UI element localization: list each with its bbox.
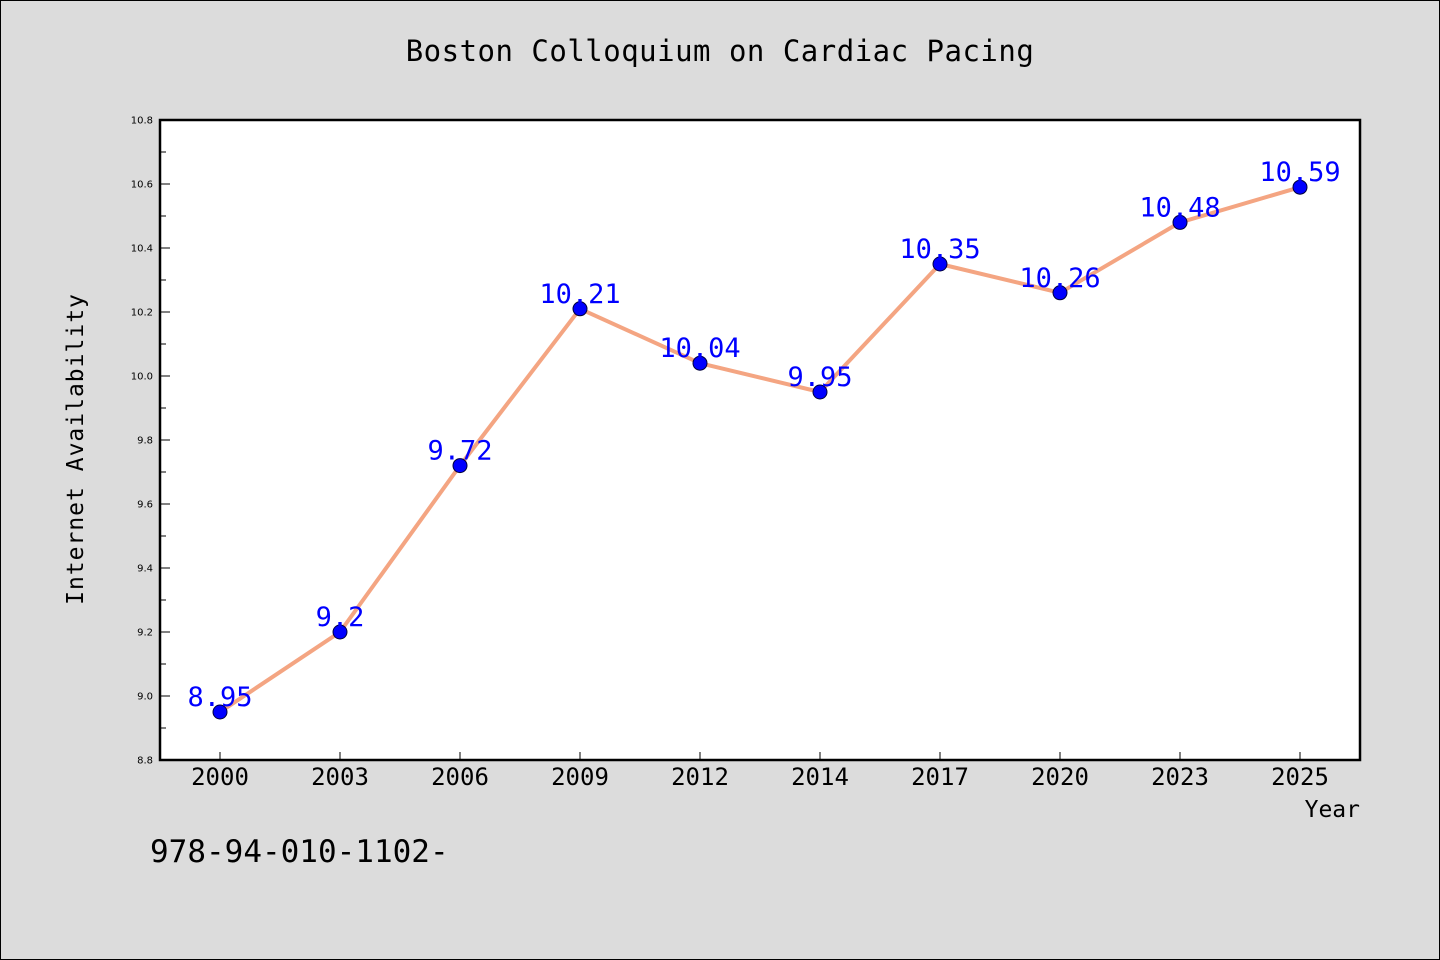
data-point (1052, 285, 1068, 301)
data-label: 10.26 (1019, 263, 1100, 294)
y-tick-label: 9.4 (137, 564, 153, 575)
y-tick-label: 9.0 (137, 692, 153, 703)
data-point (1292, 179, 1308, 195)
data-label: 10.04 (659, 333, 740, 364)
x-tick-label: 2000 (191, 763, 249, 791)
x-tick-label: 2009 (551, 763, 609, 791)
y-tick-label: 9.2 (137, 628, 153, 639)
y-tick-label: 10.2 (131, 308, 153, 319)
series-line (218, 185, 1302, 714)
x-axis-label: Year (1304, 797, 1360, 823)
data-label: 10.48 (1139, 192, 1220, 223)
isbn-annotation: 978-94-010-1102- (150, 834, 449, 870)
data-point (212, 704, 228, 720)
y-tick-label: 9.8 (137, 436, 153, 447)
y-tick-label: 10.8 (131, 116, 153, 127)
data-point (332, 624, 348, 640)
x-tick-label: 2025 (1271, 763, 1329, 791)
data-point (692, 355, 708, 371)
data-label: 9.2 (316, 602, 365, 633)
x-tick-label: 2020 (1031, 763, 1089, 791)
x-tick-label: 2023 (1151, 763, 1209, 791)
x-tick-label: 2017 (911, 763, 969, 791)
data-label: 9.95 (787, 362, 852, 393)
data-label: 8.95 (187, 682, 252, 713)
data-point (452, 458, 468, 474)
y-tick-label: 8.8 (137, 756, 153, 767)
x-tick-label: 2012 (671, 763, 729, 791)
y-tick-label: 9.6 (137, 500, 153, 511)
plot-area (160, 120, 1360, 760)
plot-border (158, 118, 1362, 762)
data-point (812, 384, 828, 400)
data-label: 9.72 (427, 436, 492, 467)
data-label: 10.59 (1259, 157, 1340, 188)
data-point (932, 256, 948, 272)
chart-title: Boston Colloquium on Cardiac Pacing (405, 34, 1035, 68)
data-label: 10.21 (539, 279, 620, 310)
data-point (1172, 214, 1188, 230)
data-label: 10.35 (899, 234, 980, 265)
x-tick-label: 2014 (791, 763, 849, 791)
data-point (572, 301, 588, 317)
y-tick-label: 10.0 (131, 372, 153, 383)
y-tick-label: 10.6 (131, 180, 153, 191)
x-tick-label: 2006 (431, 763, 489, 791)
x-tick-label: 2003 (311, 763, 369, 791)
y-tick-label: 10.4 (131, 244, 153, 255)
